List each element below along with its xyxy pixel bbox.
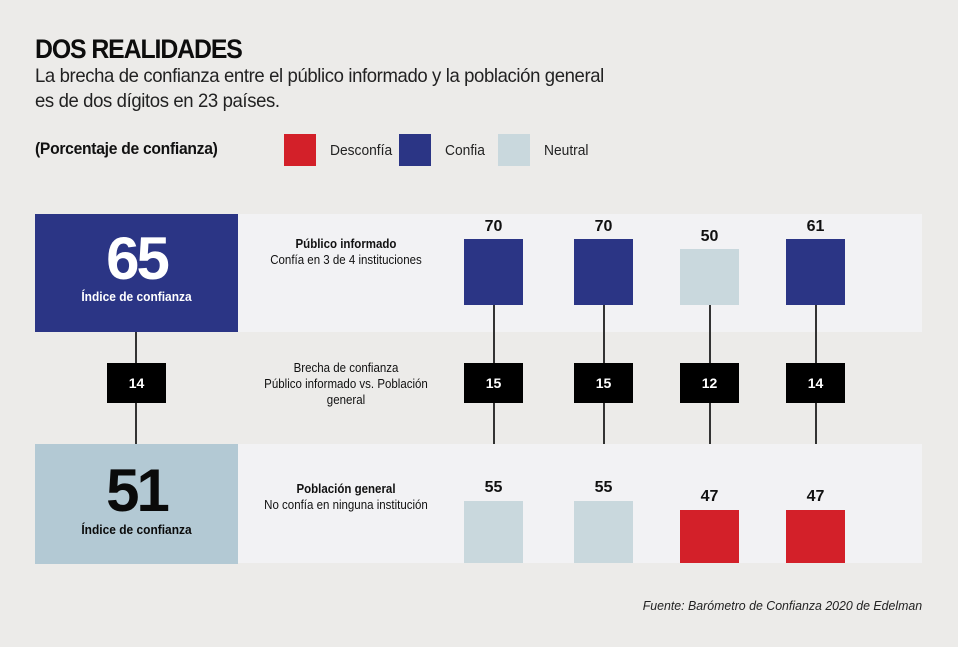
units-label: (Porcentaje de confianza): [35, 139, 218, 159]
legend-item-desconfia: Desconfía: [284, 134, 398, 166]
general-bar-label: 47: [680, 488, 739, 506]
informed-title: Público informado: [296, 237, 397, 251]
informed-bar: [680, 249, 739, 305]
legend-swatch-neutral: [498, 134, 530, 166]
general-description: Población general No confía en ninguna i…: [254, 481, 438, 513]
gap-title: Brecha de confianza: [294, 361, 399, 375]
chart-subtitle: La brecha de confianza entre el público …: [35, 64, 605, 114]
general-bar-label: 47: [786, 488, 845, 506]
general-title: Población general: [296, 482, 395, 496]
chart-title: DOS REALIDADES: [35, 34, 242, 65]
general-bar: [464, 501, 523, 563]
general-bar: [680, 510, 739, 563]
informed-bar-label: 61: [786, 218, 845, 236]
general-bar-label: 55: [464, 479, 523, 497]
informed-bar: [574, 239, 633, 305]
general-index-label: Índice de confianza: [43, 522, 230, 537]
general-index-value: 51: [35, 456, 238, 525]
informed-bar-label: 70: [464, 218, 523, 236]
source-note: Fuente: Barómetro de Confianza 2020 de E…: [643, 598, 922, 613]
general-desc: No confía en ninguna institución: [264, 498, 428, 512]
legend-swatch-confia: [399, 134, 431, 166]
gap-value-box: 15: [574, 363, 633, 403]
gap-value-box: 14: [786, 363, 845, 403]
general-bar: [786, 510, 845, 563]
gap-value-box: 12: [680, 363, 739, 403]
informed-index-box: 65 Índice de confianza: [35, 214, 238, 332]
informed-bar-label: 50: [680, 228, 739, 246]
informed-index-value: 65: [35, 224, 238, 293]
informed-bar: [786, 239, 845, 305]
informed-desc: Confía en 3 de 4 instituciones: [270, 253, 422, 267]
informed-index-label: Índice de confianza: [43, 289, 230, 304]
legend-label: Neutral: [544, 142, 588, 159]
legend-item-confia: Confia: [399, 134, 488, 166]
informed-bar-label: 70: [574, 218, 633, 236]
legend-swatch-desconfia: [284, 134, 316, 166]
gap-desc: Público informado vs. Población general: [264, 377, 428, 407]
overall-gap-box: 14: [107, 363, 166, 403]
legend-label: Desconfía: [330, 142, 392, 159]
gap-description: Brecha de confianza Público informado vs…: [254, 360, 438, 408]
gap-value-box: 15: [464, 363, 523, 403]
informed-description: Público informado Confía en 3 de 4 insti…: [254, 236, 438, 268]
informed-bar: [464, 239, 523, 305]
legend-item-neutral: Neutral: [498, 134, 592, 166]
general-index-box: 51 Índice de confianza: [35, 444, 238, 564]
legend-label: Confia: [445, 142, 485, 159]
general-bar: [574, 501, 633, 563]
general-bar-label: 55: [574, 479, 633, 497]
